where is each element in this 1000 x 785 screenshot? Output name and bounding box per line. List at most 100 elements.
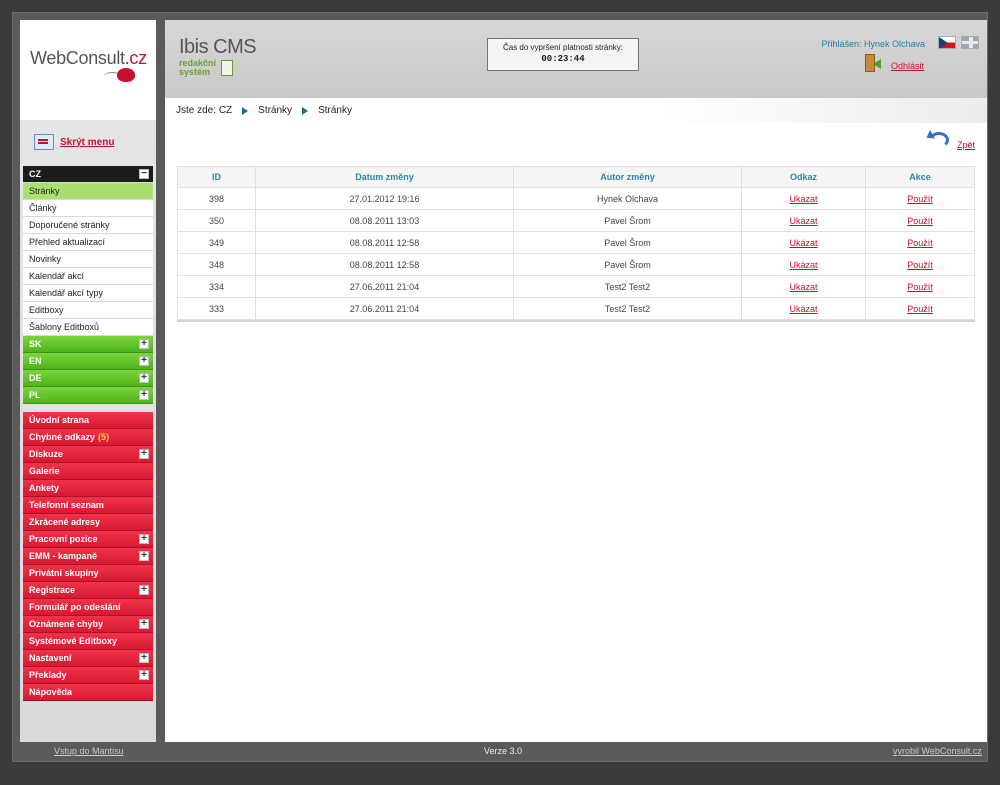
sidebar-item[interactable]: Stránky bbox=[23, 183, 153, 200]
hide-menu-link[interactable]: Skrýt menu bbox=[60, 136, 115, 148]
breadcrumb-item[interactable]: CZ bbox=[218, 105, 233, 116]
table-cell: 333 bbox=[177, 297, 256, 320]
sidebar-item[interactable]: Editboxy bbox=[23, 302, 153, 319]
use-link[interactable]: Použít bbox=[907, 259, 933, 270]
sidebar-item[interactable]: Kalendář akcí bbox=[23, 268, 153, 285]
document-icon bbox=[221, 60, 233, 76]
table-cell: 27.06.2011 21:04 bbox=[255, 297, 514, 320]
sidebar-item[interactable]: Články bbox=[23, 200, 153, 217]
nav-lang-cz[interactable]: CZ − bbox=[23, 166, 153, 183]
show-link[interactable]: Ukázat bbox=[789, 237, 818, 248]
breadcrumb-arrow-icon bbox=[302, 106, 309, 115]
expand-icon[interactable]: + bbox=[139, 619, 149, 629]
nav-lang-item[interactable]: SK + bbox=[23, 336, 153, 353]
cell-date: 27.01.2012 19:16 bbox=[349, 193, 420, 204]
show-link[interactable]: Ukázat bbox=[789, 215, 818, 226]
expand-icon[interactable]: + bbox=[139, 449, 149, 459]
module-item[interactable]: Telefonní seznam bbox=[23, 497, 153, 514]
flag-cz-icon[interactable] bbox=[938, 36, 956, 49]
back-link[interactable]: Zpět bbox=[957, 140, 976, 150]
expand-icon[interactable]: + bbox=[139, 670, 149, 680]
sidebar-item[interactable]: Přehled aktualizací bbox=[23, 234, 153, 251]
cell-author: Test2 Test2 bbox=[604, 281, 651, 292]
expand-icon[interactable]: + bbox=[139, 551, 149, 561]
cell-id: 349 bbox=[208, 237, 225, 248]
breadcrumb-item[interactable]: Stránky bbox=[318, 105, 352, 116]
sidebar-item[interactable]: Kalendář akcí typy bbox=[23, 285, 153, 302]
ibis-cms-logo[interactable]: Ibis CMS redakční systém bbox=[179, 36, 257, 77]
logged-in-user: Přihlášen: Hynek Olchava bbox=[821, 39, 925, 49]
use-link[interactable]: Použít bbox=[907, 237, 933, 248]
cell-author: Pavel Šrom bbox=[604, 215, 651, 226]
nav-lang-label: EN bbox=[29, 356, 42, 366]
logout-link[interactable]: Odhlásit bbox=[891, 61, 925, 71]
nav-lang-item[interactable]: DE + bbox=[23, 370, 153, 387]
hide-menu-toggle[interactable]: Skrýt menu bbox=[20, 124, 156, 160]
table-cell: Hynek Olchava bbox=[513, 187, 742, 210]
module-item[interactable]: Nastavení + bbox=[23, 650, 153, 667]
webconsult-logo[interactable]: WebConsult.cz bbox=[20, 20, 156, 120]
nav-lang-label: DE bbox=[29, 373, 42, 383]
use-link[interactable]: Použít bbox=[907, 303, 933, 314]
column-header-date: Datum změny bbox=[255, 166, 514, 188]
breadcrumb-item[interactable]: Stránky bbox=[258, 105, 293, 116]
module-item[interactable]: Pracovní pozice + bbox=[23, 531, 153, 548]
cell-id: 334 bbox=[208, 281, 225, 292]
module-item[interactable]: Překlady + bbox=[23, 667, 153, 684]
show-link[interactable]: Ukázat bbox=[789, 281, 818, 292]
module-item[interactable]: Zkrácené adresy bbox=[23, 514, 153, 531]
table-cell: 08.08.2011 12:58 bbox=[255, 253, 514, 276]
module-label: Nápověda bbox=[29, 687, 73, 697]
mantis-link[interactable]: Vstup do Mantisu bbox=[54, 746, 124, 756]
table-cell: Použít bbox=[865, 253, 975, 276]
expand-icon[interactable]: + bbox=[139, 356, 149, 366]
module-item[interactable]: Diskuze + bbox=[23, 446, 153, 463]
table-cell: Ukázat bbox=[741, 187, 866, 210]
nav-lang-item[interactable]: EN + bbox=[23, 353, 153, 370]
flag-en-icon[interactable] bbox=[961, 36, 979, 49]
show-link[interactable]: Ukázat bbox=[789, 303, 818, 314]
expand-icon[interactable]: + bbox=[139, 373, 149, 383]
module-item[interactable]: Galerie bbox=[23, 463, 153, 480]
module-item[interactable]: Úvodní strana bbox=[23, 412, 153, 429]
nav-lang-item[interactable]: PL + bbox=[23, 387, 153, 404]
cell-id: 333 bbox=[208, 303, 225, 314]
expand-icon[interactable]: + bbox=[139, 534, 149, 544]
table-cell: 27.06.2011 21:04 bbox=[255, 275, 514, 298]
show-link[interactable]: Ukázat bbox=[789, 193, 818, 204]
column-header-author: Autor změny bbox=[513, 166, 742, 188]
table-row: 334 27.06.2011 21:04 Test2 Test2 Ukázat Použ… bbox=[177, 275, 975, 298]
module-item[interactable]: Formulář po odeslání bbox=[23, 599, 153, 616]
table-header-row: ID Datum změny Autor změny Odkaz Akce bbox=[177, 166, 975, 188]
sidebar-item[interactable]: Doporučené stránky bbox=[23, 217, 153, 234]
collapse-icon[interactable]: − bbox=[139, 169, 149, 179]
cms-subtitle-1: redakční bbox=[179, 58, 217, 68]
module-item[interactable]: Systémové Editboxy bbox=[23, 633, 153, 650]
made-by-link[interactable]: vyrobil WebConsult.cz bbox=[893, 746, 982, 756]
expand-icon[interactable]: + bbox=[139, 653, 149, 663]
use-link[interactable]: Použít bbox=[907, 281, 933, 292]
module-item[interactable]: Privátní skupiny bbox=[23, 565, 153, 582]
module-item[interactable]: EMM - kampaně + bbox=[23, 548, 153, 565]
module-item[interactable]: Oznámené chyby + bbox=[23, 616, 153, 633]
sidebar-item[interactable]: Novinky bbox=[23, 251, 153, 268]
expand-icon[interactable]: + bbox=[139, 585, 149, 595]
cms-title: Ibis CMS bbox=[179, 36, 257, 58]
table-cell: Pavel Šrom bbox=[513, 253, 742, 276]
module-item[interactable]: Ankety bbox=[23, 480, 153, 497]
expand-icon[interactable]: + bbox=[139, 390, 149, 400]
show-link[interactable]: Ukázat bbox=[789, 259, 818, 270]
module-label: Privátní skupiny bbox=[29, 568, 99, 578]
back-icon[interactable] bbox=[929, 132, 949, 148]
breadcrumb-prefix: Jste zde: bbox=[176, 105, 217, 116]
expand-icon[interactable]: + bbox=[139, 339, 149, 349]
sidebar-item[interactable]: Šablony Editboxů bbox=[23, 319, 153, 336]
module-item[interactable]: Nápověda bbox=[23, 684, 153, 701]
cell-id: 398 bbox=[208, 193, 225, 204]
module-item[interactable]: Registrace + bbox=[23, 582, 153, 599]
module-item[interactable]: Chybné odkazy (5) bbox=[23, 429, 153, 446]
cell-author: Pavel Šrom bbox=[604, 259, 651, 270]
use-link[interactable]: Použít bbox=[907, 215, 933, 226]
table-cell: 398 bbox=[177, 187, 256, 210]
use-link[interactable]: Použít bbox=[907, 193, 933, 204]
